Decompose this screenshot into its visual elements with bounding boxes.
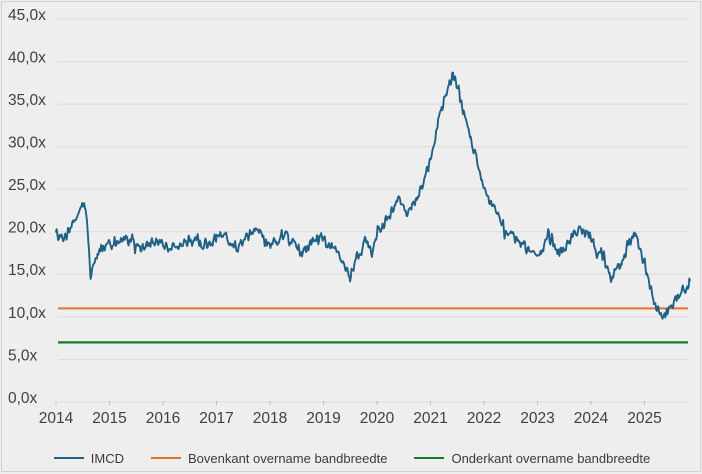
svg-text:10,0x: 10,0x [8,305,46,322]
svg-text:35,0x: 35,0x [8,92,46,109]
svg-text:25,0x: 25,0x [8,177,46,194]
svg-text:40,0x: 40,0x [8,50,46,67]
svg-text:2020: 2020 [360,410,395,427]
svg-text:20,0x: 20,0x [8,220,46,237]
svg-text:2025: 2025 [627,410,661,427]
svg-text:2024: 2024 [574,410,609,427]
svg-text:2018: 2018 [253,410,287,427]
svg-text:2023: 2023 [520,410,554,427]
svg-text:2016: 2016 [146,410,180,427]
svg-text:2022: 2022 [467,410,501,427]
svg-text:45,0x: 45,0x [8,7,46,24]
svg-text:2017: 2017 [199,410,233,427]
svg-text:2019: 2019 [306,410,340,427]
svg-text:0,0x: 0,0x [8,390,38,407]
svg-text:30,0x: 30,0x [8,135,46,152]
svg-text:2014: 2014 [39,410,74,427]
svg-text:15,0x: 15,0x [8,262,46,279]
svg-text:2015: 2015 [92,410,126,427]
svg-text:5,0x: 5,0x [8,347,38,364]
svg-text:2021: 2021 [413,410,447,427]
